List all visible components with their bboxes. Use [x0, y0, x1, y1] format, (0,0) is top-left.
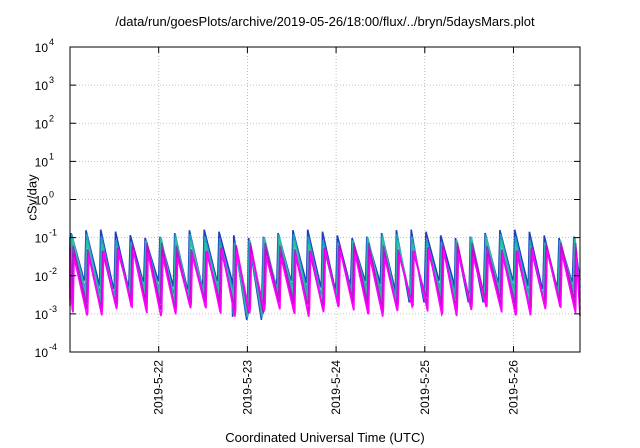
- series-line: [69, 245, 581, 313]
- y-tick-label: 10: [35, 308, 49, 322]
- y-tick-exponent: -3: [49, 304, 57, 314]
- y-tick-label: 10: [35, 346, 49, 360]
- y-tick-exponent: 2: [49, 113, 54, 123]
- y-tick-exponent: -4: [49, 342, 57, 352]
- y-tick-label: 10: [35, 117, 49, 131]
- x-tick-label: 2019-5-24: [329, 360, 343, 415]
- y-tick-label: 10: [35, 79, 49, 93]
- chart-title: /data/run/goesPlots/archive/2019-05-26/1…: [115, 14, 535, 29]
- series-line: [69, 237, 581, 316]
- x-tick-label: 2019-5-22: [152, 360, 166, 415]
- x-axis-label: Coordinated Universal Time (UTC): [225, 430, 425, 445]
- y-tick-label: 10: [35, 232, 49, 246]
- x-tick-label: 2019-5-25: [418, 360, 432, 415]
- series-line: [69, 242, 581, 314]
- series-line: [69, 248, 581, 317]
- y-tick-exponent: -2: [49, 266, 57, 276]
- y-tick-exponent: 1: [49, 151, 54, 161]
- y-tick-label: 10: [35, 270, 49, 284]
- y-tick-exponent: 4: [49, 37, 54, 47]
- x-tick-label: 2019-5-23: [240, 360, 254, 415]
- x-tick-label: 2019-5-26: [506, 360, 520, 415]
- y-tick-exponent: 3: [49, 75, 54, 85]
- y-tick-label: 10: [35, 155, 49, 169]
- y-tick-exponent: -1: [49, 228, 57, 238]
- y-tick-label: 10: [35, 194, 49, 208]
- y-tick-exponent: 0: [49, 190, 54, 200]
- series-line: [69, 229, 581, 320]
- y-tick-label: 10: [35, 41, 49, 55]
